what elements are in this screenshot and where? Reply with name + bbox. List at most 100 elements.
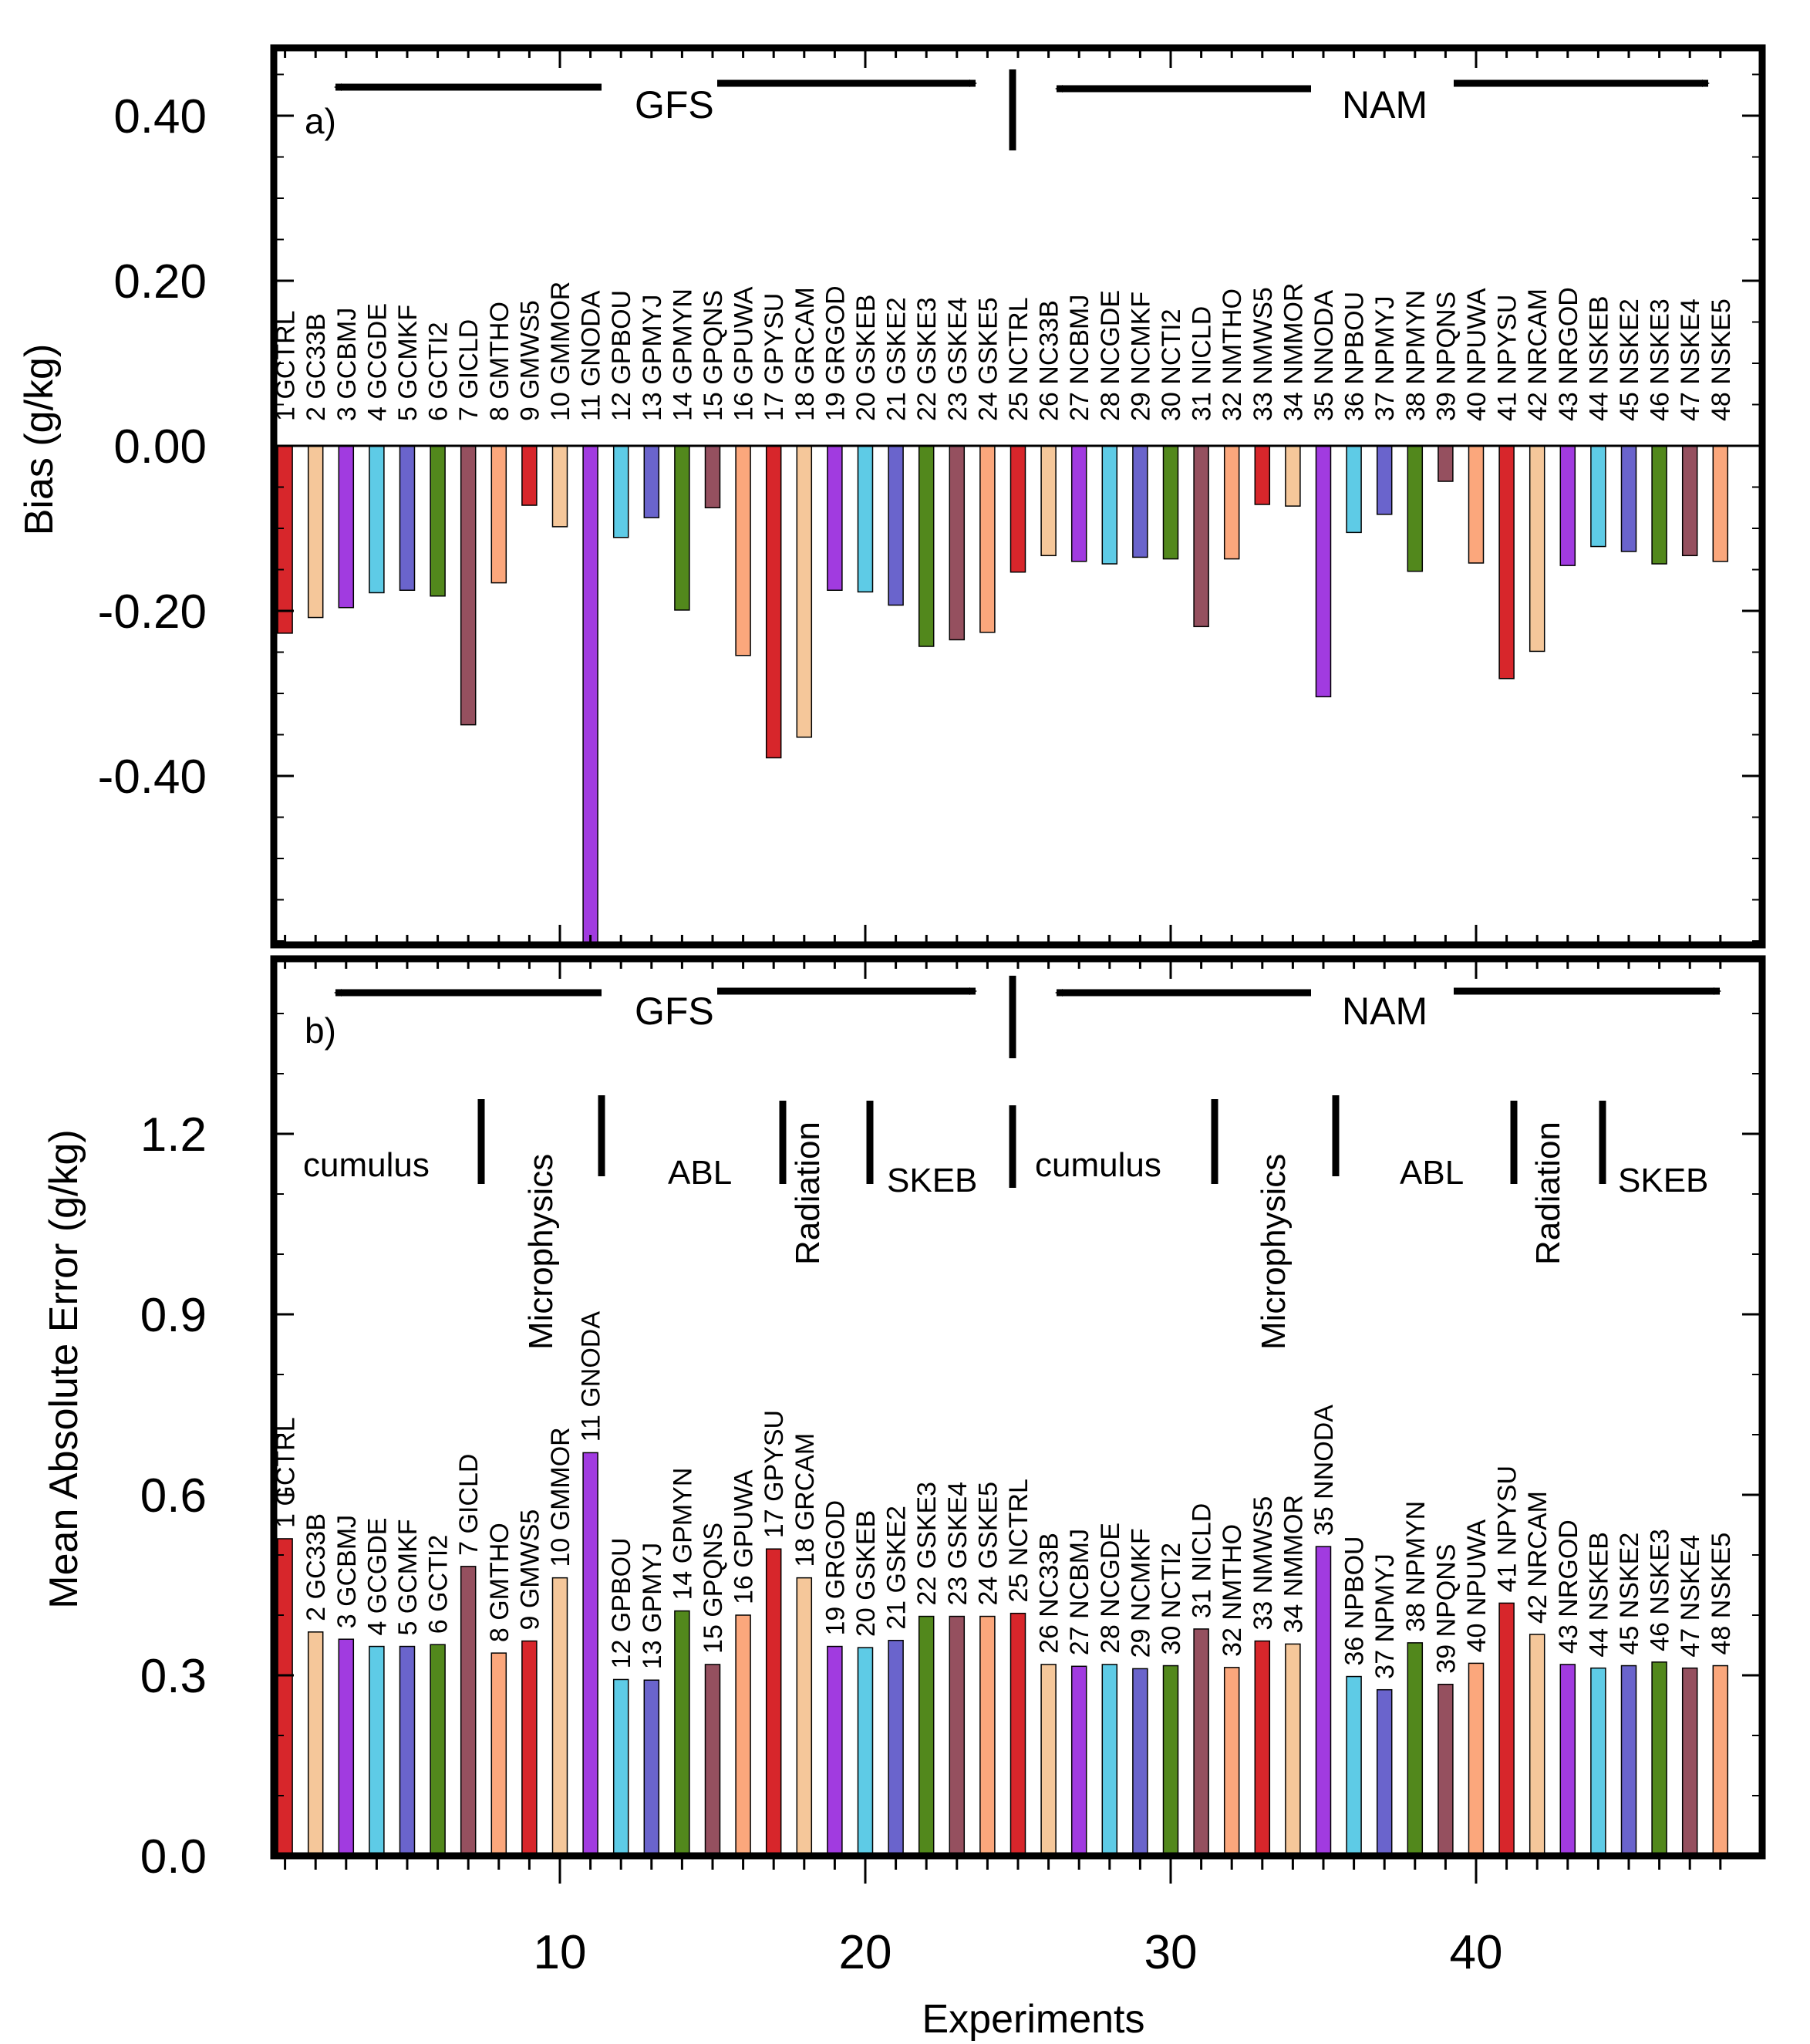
- bias-bar: [582, 445, 598, 946]
- mae-bar: [979, 1615, 996, 1857]
- group-label-abl-gfs: ABL: [668, 1154, 732, 1192]
- mae-bar: [918, 1615, 935, 1857]
- mae-y-axis-title: Mean Absolute Error (g/kg): [42, 1129, 86, 1608]
- bias-bar: [1101, 445, 1118, 565]
- mae-bar-label: 12 GPBOU: [607, 1537, 636, 1668]
- mae-bar-label: 29 NCMKF: [1126, 1528, 1155, 1658]
- mae-bar-label: 10 GMMOR: [546, 1427, 575, 1567]
- mae-bar: [1468, 1662, 1485, 1857]
- bias-plot-frame: [270, 44, 1766, 949]
- nam-label-b: NAM: [1342, 990, 1427, 1033]
- mae-bar-label: 23 GSKE4: [943, 1482, 972, 1606]
- bias-bar-label: 26 NC33B: [1035, 300, 1064, 421]
- bias-bar: [796, 445, 813, 738]
- bias-bar-label: 13 GPMYJ: [638, 295, 667, 421]
- mae-bar-label: 36 NPBOU: [1340, 1536, 1370, 1665]
- group-label-skeb-nam: SKEB: [1618, 1162, 1708, 1199]
- bias-bar: [1315, 445, 1332, 698]
- bias-bar-label: 38 NPMYN: [1401, 290, 1431, 421]
- bias-bar: [369, 445, 385, 594]
- mae-bar: [1407, 1642, 1424, 1857]
- group-label-skeb-gfs: SKEB: [887, 1162, 977, 1199]
- bias-bar: [1620, 445, 1637, 552]
- mae-y-ticks: 0.0 0.3 0.6 0.9 1.2: [140, 1013, 1762, 1884]
- bias-bar: [399, 445, 416, 591]
- mae-bar: [1590, 1667, 1606, 1857]
- mae-bar: [704, 1664, 721, 1857]
- bias-bar-label: 11 GNODA: [577, 290, 606, 421]
- bias-bar-label: 29 NCMKF: [1126, 292, 1155, 421]
- panel-label-b: b): [305, 1010, 336, 1051]
- mae-bar-label: 40 NPUWA: [1462, 1520, 1491, 1653]
- mae-bar: [369, 1645, 385, 1857]
- mae-bar-label: 14 GPMYN: [668, 1468, 697, 1600]
- bias-bars: [277, 445, 1729, 946]
- bias-bar: [1254, 445, 1271, 505]
- bias-bar-label: 24 GSKE5: [973, 297, 1003, 421]
- bias-bar-label: 47 NSKE4: [1676, 299, 1705, 421]
- mae-bar-label: 17 GPYSU: [760, 1410, 789, 1538]
- bias-y-tick-label: 0.40: [113, 90, 207, 143]
- bias-bar-label: 40 NPUWA: [1462, 288, 1491, 421]
- mae-bar-label: 46 NSKE3: [1646, 1529, 1675, 1651]
- bias-bar: [704, 445, 721, 508]
- bias-y-tick-label: 0.00: [113, 420, 207, 474]
- bias-bar-label: 20 GSKEB: [851, 295, 881, 421]
- bias-bar: [1376, 445, 1393, 515]
- mae-bar: [1285, 1643, 1301, 1857]
- bias-bar: [765, 445, 782, 759]
- bias-bar: [338, 445, 355, 609]
- bias-bar-label: 2 GC33B: [302, 313, 331, 421]
- bias-bar: [1590, 445, 1606, 548]
- bias-bar: [612, 445, 629, 538]
- mae-bar-label: 31 NICLD: [1188, 1503, 1217, 1618]
- mae-bar-label: 21 GSKE2: [882, 1506, 912, 1630]
- bias-bar-label: 14 GPMYN: [668, 288, 697, 421]
- bias-bar: [1285, 445, 1301, 507]
- bias-bar: [857, 445, 874, 593]
- mae-bar: [1223, 1667, 1240, 1857]
- mae-bar: [765, 1548, 782, 1857]
- mae-y-tick-label: 1.2: [140, 1108, 207, 1162]
- mae-bar-label: 30 NCTI2: [1157, 1543, 1186, 1655]
- bias-bar: [888, 445, 904, 606]
- mae-bar-label: 22 GSKE3: [912, 1482, 942, 1606]
- bias-bar-label: 19 GRGOD: [821, 285, 850, 421]
- bias-bar: [1346, 445, 1362, 534]
- mae-bar-label: 5 GCMKF: [393, 1519, 423, 1635]
- bias-bar-label: 37 NPMYJ: [1370, 296, 1400, 422]
- mae-bar-label: 20 GSKEB: [851, 1510, 881, 1637]
- mae-bar-label: 11 GNODA: [577, 1311, 606, 1442]
- mae-bar-label: 39 NPQNS: [1431, 1544, 1461, 1674]
- mae-bar: [1315, 1546, 1332, 1857]
- mae-bar-label: 2 GC33B: [302, 1513, 331, 1621]
- group-label-cumulus-gfs: cumulus: [303, 1146, 430, 1184]
- x-tick-label: 30: [1144, 1926, 1198, 1979]
- bias-bar-label: 32 NMTHO: [1218, 288, 1247, 421]
- panel-label-a: a): [305, 101, 336, 141]
- bias-bar: [1009, 445, 1026, 573]
- bias-bar: [1559, 445, 1576, 566]
- bias-bar: [1407, 445, 1424, 572]
- mae-bar: [857, 1647, 874, 1857]
- bias-bar-label: 16 GPUWA: [730, 286, 759, 421]
- group-label-abl-nam: ABL: [1400, 1154, 1464, 1192]
- group-label-cumulus-nam: cumulus: [1035, 1146, 1161, 1184]
- bias-bar: [460, 445, 477, 726]
- mae-bar-label: 43 NRGOD: [1554, 1520, 1583, 1654]
- mae-bar: [582, 1452, 598, 1857]
- bias-panel: 1 GCTRL 2 GC33B 3 GCBMJ 4 GCGDE 5 GCMKF 6 GCT…: [17, 44, 1766, 949]
- mae-x-ticks: 10 20 30 40: [284, 959, 1722, 1979]
- bias-bar-label: 22 GSKE3: [912, 297, 942, 421]
- bias-bar-label: 6 GCTI2: [424, 322, 453, 421]
- bias-bar-label: 39 NPQNS: [1431, 292, 1461, 421]
- mae-bar: [490, 1652, 507, 1857]
- mae-bar-label: 4 GCGDE: [362, 1518, 392, 1636]
- mae-bar: [1101, 1664, 1118, 1857]
- mae-bar-label: 9 GMWS5: [515, 1509, 544, 1631]
- bias-bar-label: 46 NSKE3: [1646, 299, 1675, 421]
- bias-bar-label: 31 NICLD: [1188, 306, 1217, 421]
- mae-bar: [643, 1679, 660, 1857]
